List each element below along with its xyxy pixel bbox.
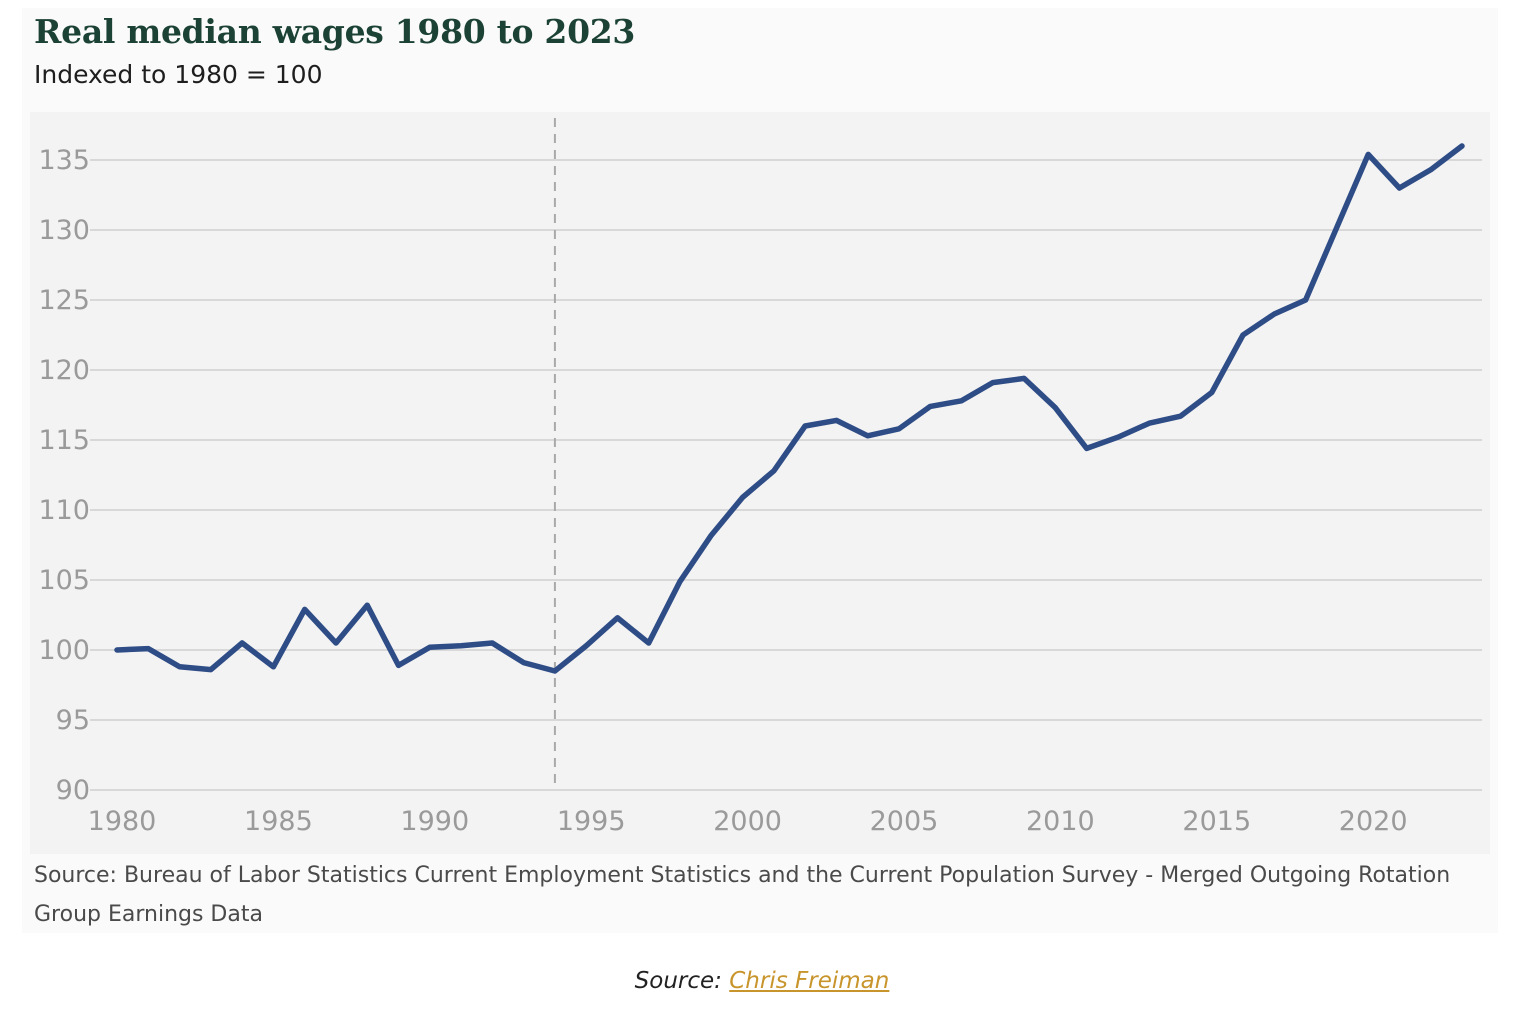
tick-labels: 90 95 100 105 110 115 120 125 130 135 1980 1985 1990… — [38, 145, 1407, 837]
chart-subtitle: Indexed to 1980 = 100 — [34, 60, 323, 89]
x-tick-label: 1990 — [400, 806, 469, 837]
page-source-prefix: Source: — [634, 968, 722, 994]
x-tick-label: 2000 — [713, 806, 782, 837]
author-link[interactable]: Chris Freiman — [729, 968, 890, 994]
y-tick-label: 100 — [38, 635, 90, 666]
chart-title: Real median wages 1980 to 2023 — [34, 12, 636, 51]
x-tick-label: 1995 — [557, 806, 626, 837]
page-source-credit: Source: Chris Freiman — [0, 968, 1524, 994]
y-tick-label: 115 — [38, 425, 90, 456]
y-tick-label: 130 — [38, 215, 90, 246]
x-tick-label: 2010 — [1026, 806, 1095, 837]
series-group — [114, 143, 1465, 674]
y-tick-label: 95 — [56, 705, 90, 736]
y-tick-label: 120 — [38, 355, 90, 386]
x-tick-label: 1980 — [88, 806, 157, 837]
x-tick-label: 2020 — [1339, 806, 1408, 837]
x-tick-label: 2015 — [1182, 806, 1251, 837]
y-tick-label: 135 — [38, 145, 90, 176]
x-tick-label: 1985 — [244, 806, 313, 837]
x-tick-label: 2005 — [870, 806, 939, 837]
y-tick-label: 125 — [38, 285, 90, 316]
chart-source-note: Source: Bureau of Labor Statistics Curre… — [34, 863, 1451, 927]
y-tick-label: 90 — [56, 775, 90, 806]
gridlines — [90, 159, 1482, 791]
series-line — [114, 143, 1465, 674]
y-tick-label: 110 — [38, 495, 90, 526]
y-tick-label: 105 — [38, 565, 90, 596]
